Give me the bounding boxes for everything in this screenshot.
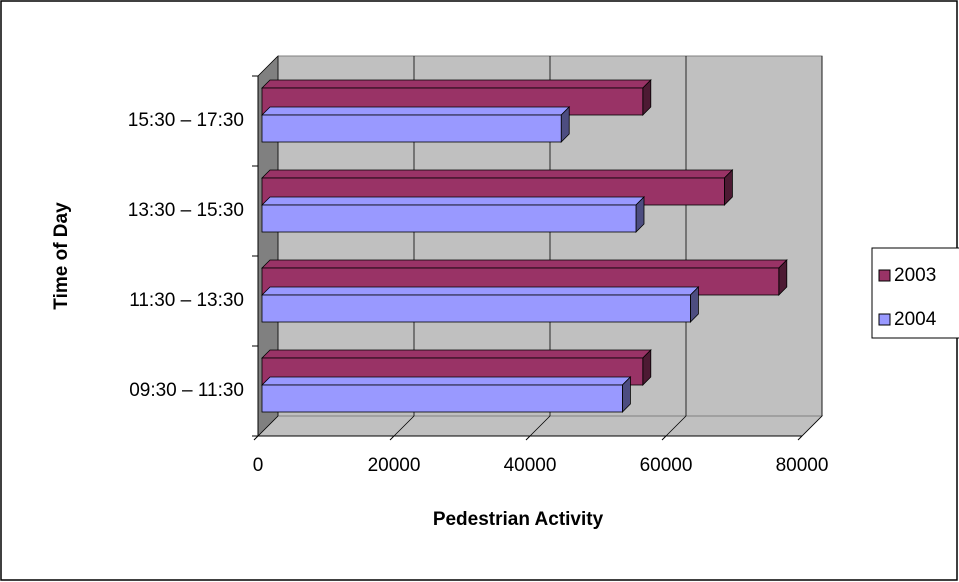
bar-top <box>261 196 645 206</box>
x-tick <box>797 435 803 441</box>
x-tick-label: 0 <box>253 455 264 476</box>
bar-top <box>261 376 632 386</box>
legend-label: 2003 <box>894 265 936 286</box>
x-axis-title: Pedestrian Activity <box>433 509 604 530</box>
x-tick <box>661 435 667 441</box>
x-tick-label: 60000 <box>640 455 693 476</box>
bar-top <box>261 259 788 269</box>
y-tick-label: 09:30 – 11:30 <box>129 380 244 401</box>
x-tick-label: 80000 <box>776 455 829 476</box>
y-axis-title: Time of Day <box>51 202 72 310</box>
x-tick-label: 20000 <box>368 455 421 476</box>
x-tick-label: 40000 <box>504 455 557 476</box>
y-tick-label: 11:30 – 13:30 <box>129 290 244 311</box>
x-tick <box>389 435 395 441</box>
x-tick <box>253 435 259 441</box>
bar-top <box>261 79 652 89</box>
grid-line <box>257 415 279 437</box>
bar <box>261 114 562 143</box>
grid-line <box>393 415 415 437</box>
bar-top <box>261 286 700 296</box>
y-tick-label: 13:30 – 15:30 <box>128 200 244 221</box>
grid-line <box>665 415 687 437</box>
x-tick <box>525 435 531 441</box>
bar <box>261 384 623 413</box>
bar <box>261 294 691 323</box>
bar-top <box>261 349 652 359</box>
bar-top <box>261 169 734 179</box>
grid-line <box>529 415 551 437</box>
legend-swatch <box>878 269 891 282</box>
legend-swatch <box>878 313 891 326</box>
y-tick-label: 15:30 – 17:30 <box>128 110 244 131</box>
bar <box>261 204 637 233</box>
bar-top <box>261 106 571 116</box>
grid-line <box>801 415 823 437</box>
legend-label: 2004 <box>894 309 937 330</box>
